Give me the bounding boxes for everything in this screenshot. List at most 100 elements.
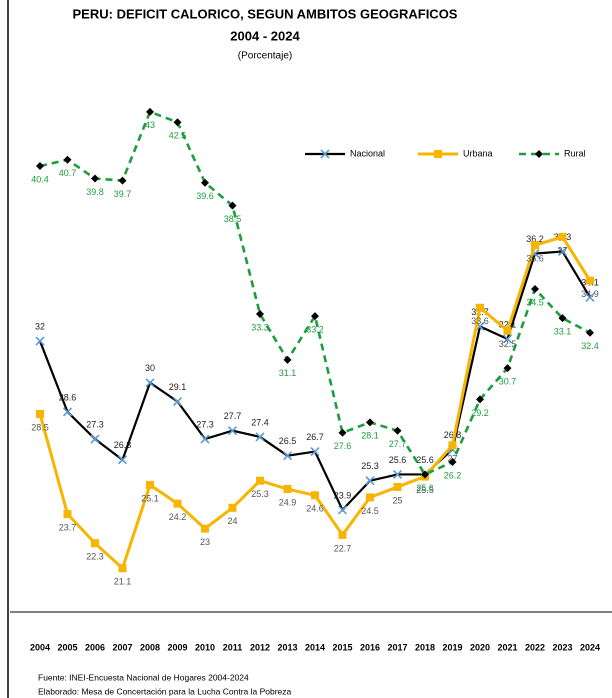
data-label: 24.2: [169, 512, 187, 522]
marker: [311, 312, 319, 321]
data-label: 42.5: [169, 131, 187, 141]
x-tick-label: 2017: [387, 642, 407, 652]
marker: [173, 499, 182, 508]
marker: [421, 470, 429, 479]
data-label: 26.3: [114, 440, 132, 450]
marker: [91, 174, 99, 183]
marker: [201, 178, 209, 187]
marker: [366, 418, 374, 427]
marker: [502, 334, 513, 344]
legend-marker: [434, 150, 442, 158]
x-tick-label: 2012: [250, 642, 270, 652]
data-label: 31.1: [279, 368, 297, 378]
data-label: 39.6: [196, 191, 214, 201]
x-tick-label: 2010: [195, 642, 215, 652]
marker: [227, 426, 238, 436]
marker: [338, 428, 347, 437]
marker: [145, 378, 155, 388]
marker: [476, 303, 484, 312]
marker: [558, 232, 567, 241]
x-tick-label: 2021: [497, 642, 517, 652]
marker: [283, 485, 292, 494]
marker: [172, 396, 183, 407]
marker: [531, 284, 539, 293]
data-label: 33.6: [471, 316, 489, 326]
x-tick-label: 2020: [470, 642, 490, 652]
data-label: 27.7: [224, 411, 242, 421]
data-label: 22.3: [86, 552, 104, 562]
data-label: 37: [557, 245, 567, 255]
marker: [283, 355, 292, 364]
data-label: 24.5: [361, 506, 379, 516]
data-label: 29.1: [169, 382, 187, 392]
data-label: 27.4: [251, 417, 269, 427]
marker: [91, 539, 99, 548]
data-label: 33.3: [251, 322, 269, 332]
data-label: 25.6: [389, 455, 407, 465]
marker: [117, 455, 128, 465]
data-label: 29.2: [471, 408, 489, 418]
x-tick-label: 2016: [360, 642, 380, 652]
marker: [586, 328, 594, 337]
legend-label: Urbana: [463, 148, 493, 158]
legend-marker: [320, 149, 330, 159]
marker: [586, 276, 594, 285]
marker: [448, 441, 457, 450]
x-tick-label: 2023: [552, 642, 572, 652]
data-label: 25.6: [416, 483, 434, 493]
marker: [146, 107, 154, 116]
x-tick-label: 2013: [277, 642, 297, 652]
data-label: 33.2: [306, 324, 324, 334]
data-label: 27.6: [334, 441, 352, 451]
data-label: 39.8: [86, 187, 104, 197]
data-label: 36.6: [526, 254, 544, 264]
data-label: 26.7: [306, 432, 324, 442]
data-label: 32.1: [499, 319, 517, 329]
data-label: 30: [145, 363, 155, 373]
data-label: 28.6: [59, 392, 77, 402]
x-tick-label: 2009: [167, 642, 187, 652]
data-label: 26.2: [444, 470, 462, 480]
data-label: 34.5: [526, 297, 544, 307]
data-label: 27.3: [196, 419, 214, 429]
data-label: 30.7: [499, 377, 517, 387]
legend-label: Rural: [564, 148, 586, 158]
data-label: 21.1: [114, 577, 132, 587]
marker: [282, 451, 293, 461]
chart-subtitle: 2004 - 2024: [230, 28, 300, 43]
data-label: 25.3: [251, 489, 269, 499]
x-tick-label: 2015: [332, 642, 352, 652]
marker: [146, 480, 154, 489]
marker: [200, 434, 210, 444]
marker: [503, 364, 512, 373]
marker: [311, 491, 319, 500]
x-tick-label: 2019: [442, 642, 462, 652]
data-label: 27.3: [86, 419, 104, 429]
series-line: [38, 235, 592, 571]
x-tick-label: 2011: [223, 642, 243, 652]
marker: [63, 155, 72, 164]
marker: [365, 476, 375, 486]
data-label: 40.7: [59, 168, 77, 178]
x-tick-label: 2008: [140, 642, 160, 652]
marker: [448, 457, 457, 466]
data-label: 39.7: [114, 189, 132, 199]
data-label: 22.7: [334, 543, 352, 553]
data-label: 27.7: [389, 439, 407, 449]
marker: [557, 246, 568, 257]
data-label: 25.1: [141, 493, 159, 503]
data-label: 38.5: [224, 214, 242, 224]
marker: [337, 505, 348, 515]
marker: [173, 118, 182, 127]
legend-label: Nacional: [350, 148, 385, 158]
x-tick-label: 2022: [525, 642, 545, 652]
data-label: 25.6: [416, 455, 434, 465]
marker: [393, 482, 402, 491]
data-label: 23.7: [59, 522, 77, 532]
marker: [585, 292, 595, 302]
credit: Elaborado: Mesa de Concertación para la …: [38, 686, 292, 696]
marker: [201, 524, 209, 533]
data-label: 26.8: [444, 430, 462, 440]
data-label: 25: [392, 495, 402, 505]
